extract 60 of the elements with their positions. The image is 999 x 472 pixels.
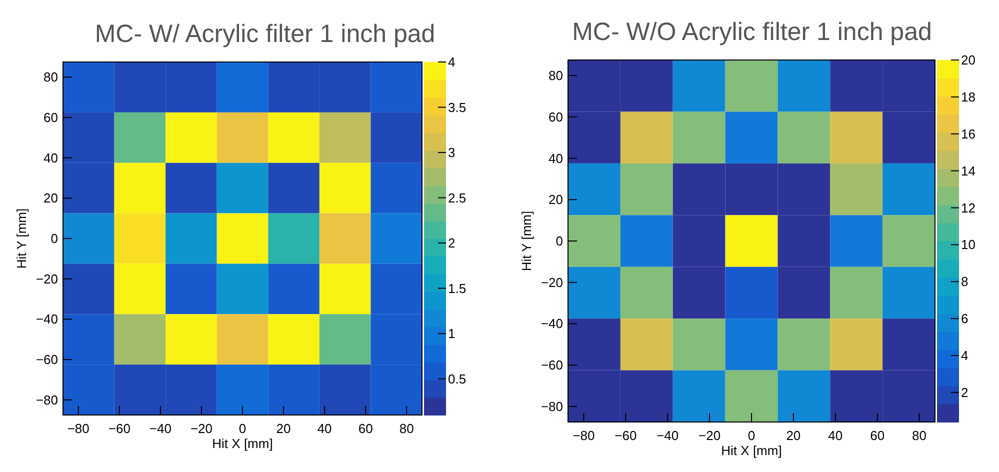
x-tick-label: 60 [870,428,885,443]
x-tick-label: 0 [238,421,246,436]
y-tick-label: −60 [36,352,58,368]
x-tick-label: 80 [912,428,927,443]
y-tick-label: −80 [540,398,563,414]
y-tick-label: 80 [548,68,563,84]
color-bar-label: 6 [961,311,968,326]
y-tick-label: −40 [540,316,563,332]
x-axis-title: Hit X [mm] [212,436,273,451]
y-tick-label: −20 [540,274,563,290]
x-tick-label: −60 [108,421,130,436]
color-bar-label: 2.5 [448,190,466,206]
chart-title: MC- W/ Acrylic filter 1 inch pad [94,20,436,48]
y-tick-label: 60 [44,110,58,125]
x-tick-label: 40 [828,428,843,443]
y-tick-label: −60 [540,358,563,373]
color-bar-label: 4 [961,348,968,364]
y-tick-label: 80 [44,70,58,85]
x-tick-label: 60 [358,421,373,436]
y-tick-label: 60 [548,109,563,124]
y-tick-label: 0 [556,234,563,248]
color-bar-label: 12 [961,200,976,216]
color-bar-label: 3 [448,145,456,160]
y-tick-label: 40 [548,150,563,166]
x-tick-label: −20 [698,428,721,443]
color-bar-label: 20 [961,52,976,68]
y-axis-title: Hit Y [mm] [519,210,534,272]
chart-title: MC- W/O Acrylic filter 1 inch pad [572,18,932,46]
y-tick-label: 40 [44,150,58,166]
y-tick-label: −40 [36,312,58,327]
color-bar-label: 1.5 [448,280,466,296]
color-bar-label: 14 [961,163,976,178]
x-tick-label: 20 [276,421,291,436]
y-axis-title: Hit Y [mm] [14,208,29,269]
color-bar-label: 2 [961,384,968,400]
x-tick-label: −60 [614,428,637,443]
color-bar-label: 2 [448,236,456,251]
y-tick-label: 20 [548,192,563,208]
x-tick-label: 80 [399,421,414,436]
color-bar-label: 4 [448,54,456,70]
y-tick-label: −80 [36,392,58,408]
x-tick-label: −40 [149,421,172,436]
x-tick-label: −40 [656,428,679,443]
x-tick-label: −80 [572,428,595,443]
color-bar-label: 0.5 [448,371,466,386]
x-tick-label: 40 [317,421,332,436]
y-tick-label: 0 [50,231,58,246]
color-bar-label: 1 [448,326,456,342]
color-bar-label: 3.5 [448,100,466,115]
color-bar-label: 8 [961,274,968,290]
color-bar-label: 10 [961,237,976,252]
y-tick-label: −20 [36,271,58,286]
x-tick-label: 20 [786,428,801,443]
x-tick-label: −20 [190,421,213,436]
x-axis-title: Hit X [mm] [721,443,782,458]
x-tick-label: 0 [748,428,756,443]
x-tick-label: −80 [67,421,90,436]
color-bar-label: 16 [961,126,976,142]
y-tick-label: 20 [44,190,58,206]
color-bar-label: 18 [961,89,976,104]
